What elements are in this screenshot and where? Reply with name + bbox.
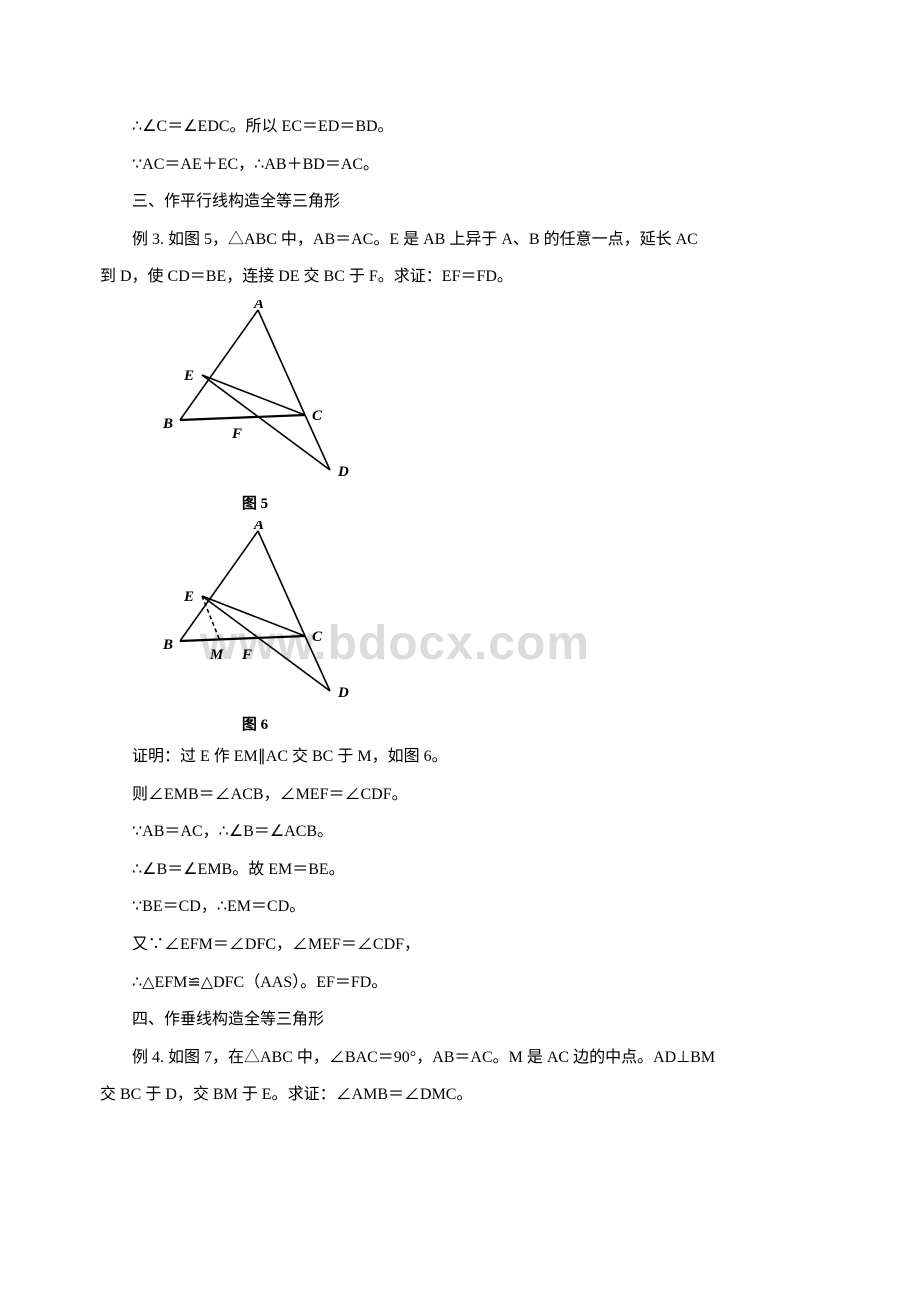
para-4a: 例 3. 如图 5，△ABC 中，AB＝AC。E 是 AB 上异于 A、B 的任… [100, 225, 820, 255]
svg-text:A: A [253, 300, 264, 312]
para-5: 证明：过 E 作 EM∥AC 交 BC 于 M，如图 6。 [100, 742, 820, 772]
para-12: 四、作垂线构造全等三角形 [100, 1005, 820, 1035]
figure-6: A E B M F C D 图 6 [100, 521, 820, 734]
svg-text:E: E [183, 589, 194, 605]
svg-text:M: M [209, 647, 224, 663]
svg-text:D: D [337, 464, 349, 480]
svg-text:F: F [241, 647, 252, 663]
para-3: 三、作平行线构造全等三角形 [100, 187, 820, 217]
svg-text:B: B [162, 416, 173, 432]
para-4b: 到 D，使 CD＝BE，连接 DE 交 BC 于 F。求证：EF＝FD。 [100, 262, 820, 292]
svg-text:C: C [312, 408, 323, 424]
para-2: ∵AC＝AE＋EC，∴AB＋BD＝AC。 [100, 150, 820, 180]
svg-text:C: C [312, 629, 323, 645]
svg-text:A: A [253, 521, 264, 533]
para-7: ∵AB＝AC，∴∠B＝∠ACB。 [100, 817, 820, 847]
para-10: 又∵∠EFM＝∠DFC，∠MEF＝∠CDF， [100, 930, 820, 960]
svg-text:B: B [162, 637, 173, 653]
figure-6-caption: 图 6 [160, 713, 350, 734]
para-13b: 交 BC 于 D，交 BM 于 E。求证：∠AMB＝∠DMC。 [100, 1080, 820, 1110]
svg-text:E: E [183, 368, 194, 384]
para-8: ∴∠B＝∠EMB。故 EM＝BE。 [100, 855, 820, 885]
svg-text:F: F [231, 426, 242, 442]
para-6: 则∠EMB＝∠ACB，∠MEF＝∠CDF。 [100, 780, 820, 810]
para-1: ∴∠C＝∠EDC。所以 EC＝ED＝BD。 [100, 112, 820, 142]
svg-text:D: D [337, 685, 349, 701]
para-13a: 例 4. 如图 7，在△ABC 中，∠BAC＝90°，AB＝AC。M 是 AC … [100, 1043, 820, 1073]
document-page: ∴∠C＝∠EDC。所以 EC＝ED＝BD。 ∵AC＝AE＋EC，∴AB＋BD＝A… [0, 0, 920, 1178]
figure-5: A E B F C D 图 5 [100, 300, 820, 513]
para-11: ∴△EFM≌△DFC（AAS）。EF＝FD。 [100, 968, 820, 998]
para-9: ∵BE＝CD，∴EM＝CD。 [100, 892, 820, 922]
figure-5-caption: 图 5 [160, 492, 350, 513]
